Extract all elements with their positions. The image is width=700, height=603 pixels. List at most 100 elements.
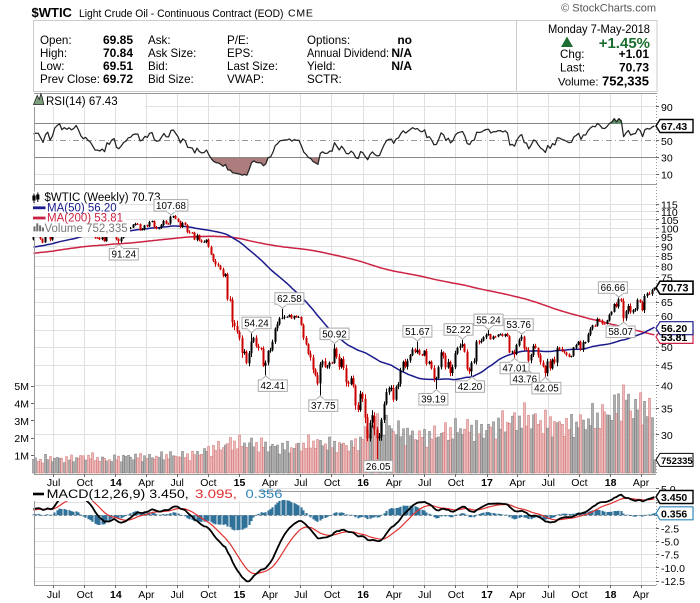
svg-text:Apr: Apr [509, 477, 526, 489]
svg-text:RSI(14) 67.43: RSI(14) 67.43 [46, 96, 118, 108]
svg-text:MA(200) 53.81: MA(200) 53.81 [47, 213, 123, 225]
svg-text:2M: 2M [14, 433, 29, 445]
svg-text:Monday 7-May-2018: Monday 7-May-2018 [548, 22, 650, 36]
svg-text:Apr: Apr [633, 589, 650, 601]
svg-text:15: 15 [234, 477, 246, 489]
svg-text:30: 30 [661, 430, 673, 442]
svg-text:69.72: 69.72 [103, 72, 133, 86]
svg-text:Annual Dividend:: Annual Dividend: [307, 47, 389, 60]
svg-text:16: 16 [357, 477, 369, 489]
svg-text:18: 18 [605, 477, 617, 489]
svg-text:SCTR:: SCTR: [307, 73, 342, 86]
svg-text:66.66: 66.66 [601, 283, 626, 294]
svg-text:18: 18 [605, 589, 617, 601]
svg-text:MA(50) 56.20: MA(50) 56.20 [47, 203, 117, 215]
svg-text:105: 105 [661, 215, 679, 227]
svg-text:42.05: 42.05 [534, 384, 559, 395]
svg-text:-5.0: -5.0 [661, 537, 679, 549]
svg-text:37.75: 37.75 [311, 401, 336, 412]
svg-text:69.51: 69.51 [103, 59, 133, 73]
svg-text:42.20: 42.20 [458, 382, 483, 393]
svg-text:85: 85 [661, 251, 673, 263]
svg-text:70.84: 70.84 [103, 46, 133, 60]
svg-text:Jul: Jul [47, 477, 60, 489]
svg-text:© StockCharts.com: © StockCharts.com [561, 3, 656, 15]
svg-text:Last Size:: Last Size: [227, 60, 278, 73]
svg-text:16: 16 [357, 589, 369, 601]
svg-text:Oct: Oct [571, 589, 587, 601]
svg-text:65: 65 [661, 297, 673, 309]
svg-text:51.67: 51.67 [405, 327, 430, 338]
svg-text:N/A: N/A [391, 59, 412, 73]
svg-text:17: 17 [481, 477, 493, 489]
svg-text:1M: 1M [14, 451, 29, 463]
svg-text:40: 40 [661, 381, 673, 393]
svg-text:60: 60 [661, 311, 673, 323]
svg-text:$WTIC (Weekly) 70.73: $WTIC (Weekly) 70.73 [45, 192, 161, 204]
svg-text:95: 95 [661, 232, 673, 244]
svg-text:90: 90 [661, 102, 673, 114]
svg-text:-7.5: -7.5 [661, 550, 679, 562]
svg-text:Bid:: Bid: [148, 60, 168, 73]
svg-text:110: 110 [661, 207, 678, 219]
svg-text:62.58: 62.58 [277, 294, 302, 305]
svg-text:P/E:: P/E: [227, 34, 249, 47]
svg-text:4M: 4M [14, 398, 29, 410]
svg-text:0.356: 0.356 [246, 489, 283, 501]
svg-text:-10.0: -10.0 [661, 563, 685, 575]
svg-text:90: 90 [661, 241, 673, 253]
svg-text:50: 50 [661, 136, 673, 148]
svg-text:107.68: 107.68 [156, 201, 187, 212]
svg-text:56.20: 56.20 [661, 323, 687, 335]
svg-text:Jul: Jul [418, 589, 431, 601]
svg-text:10: 10 [661, 170, 673, 182]
svg-text:43.76: 43.76 [513, 374, 538, 385]
svg-text:Jul: Jul [418, 477, 431, 489]
svg-text:Apr: Apr [138, 589, 155, 601]
svg-text:Jul: Jul [170, 589, 183, 601]
svg-text:3.095,: 3.095, [195, 489, 237, 501]
svg-text:80: 80 [661, 262, 673, 274]
svg-text:Yield:: Yield: [307, 60, 336, 73]
svg-text:55.24: 55.24 [476, 315, 501, 326]
svg-text:Oct: Oct [324, 589, 340, 601]
svg-text:$WTIC: $WTIC [32, 5, 73, 20]
svg-text:Oct: Oct [571, 477, 587, 489]
svg-text:47.01: 47.01 [502, 364, 527, 375]
svg-text:Chg:: Chg: [560, 48, 585, 61]
svg-text:Oct: Oct [200, 589, 216, 601]
svg-text:70.73: 70.73 [619, 61, 649, 75]
svg-text:Low:: Low: [40, 60, 65, 73]
svg-text:Jul: Jul [542, 477, 555, 489]
svg-text:26.05: 26.05 [366, 462, 391, 473]
svg-text:+1.45%: +1.45% [599, 35, 650, 52]
svg-text:52.22: 52.22 [446, 325, 471, 336]
svg-text:Open:: Open: [40, 34, 72, 47]
svg-text:Volume:: Volume: [558, 77, 598, 89]
svg-text:Apr: Apr [386, 477, 403, 489]
svg-text:752335: 752335 [661, 456, 693, 467]
svg-text:Apr: Apr [386, 589, 403, 601]
svg-text:Apr: Apr [633, 477, 650, 489]
svg-text:Jul: Jul [542, 589, 555, 601]
svg-text:Oct: Oct [448, 477, 464, 489]
svg-text:75: 75 [661, 273, 673, 285]
svg-text:no: no [397, 33, 412, 47]
svg-text:35: 35 [661, 403, 673, 415]
svg-text:115: 115 [661, 199, 678, 211]
svg-text:3.450: 3.450 [661, 492, 687, 504]
svg-text:Last:: Last: [560, 62, 585, 75]
svg-text:Jul: Jul [294, 589, 307, 601]
svg-text:-2.5: -2.5 [661, 523, 679, 535]
svg-text:Oct: Oct [448, 589, 464, 601]
svg-text:42.41: 42.41 [261, 381, 286, 392]
svg-text:Ask Size:: Ask Size: [148, 47, 196, 60]
svg-text:69.85: 69.85 [103, 33, 133, 47]
svg-text:Volume 752,335: Volume 752,335 [45, 223, 128, 235]
svg-text:High:: High: [40, 47, 67, 60]
svg-text:14: 14 [110, 589, 122, 601]
svg-text:30: 30 [661, 153, 673, 165]
svg-text:53.76: 53.76 [506, 320, 531, 331]
svg-text:5M: 5M [14, 381, 29, 393]
svg-text:53.81: 53.81 [661, 332, 687, 344]
